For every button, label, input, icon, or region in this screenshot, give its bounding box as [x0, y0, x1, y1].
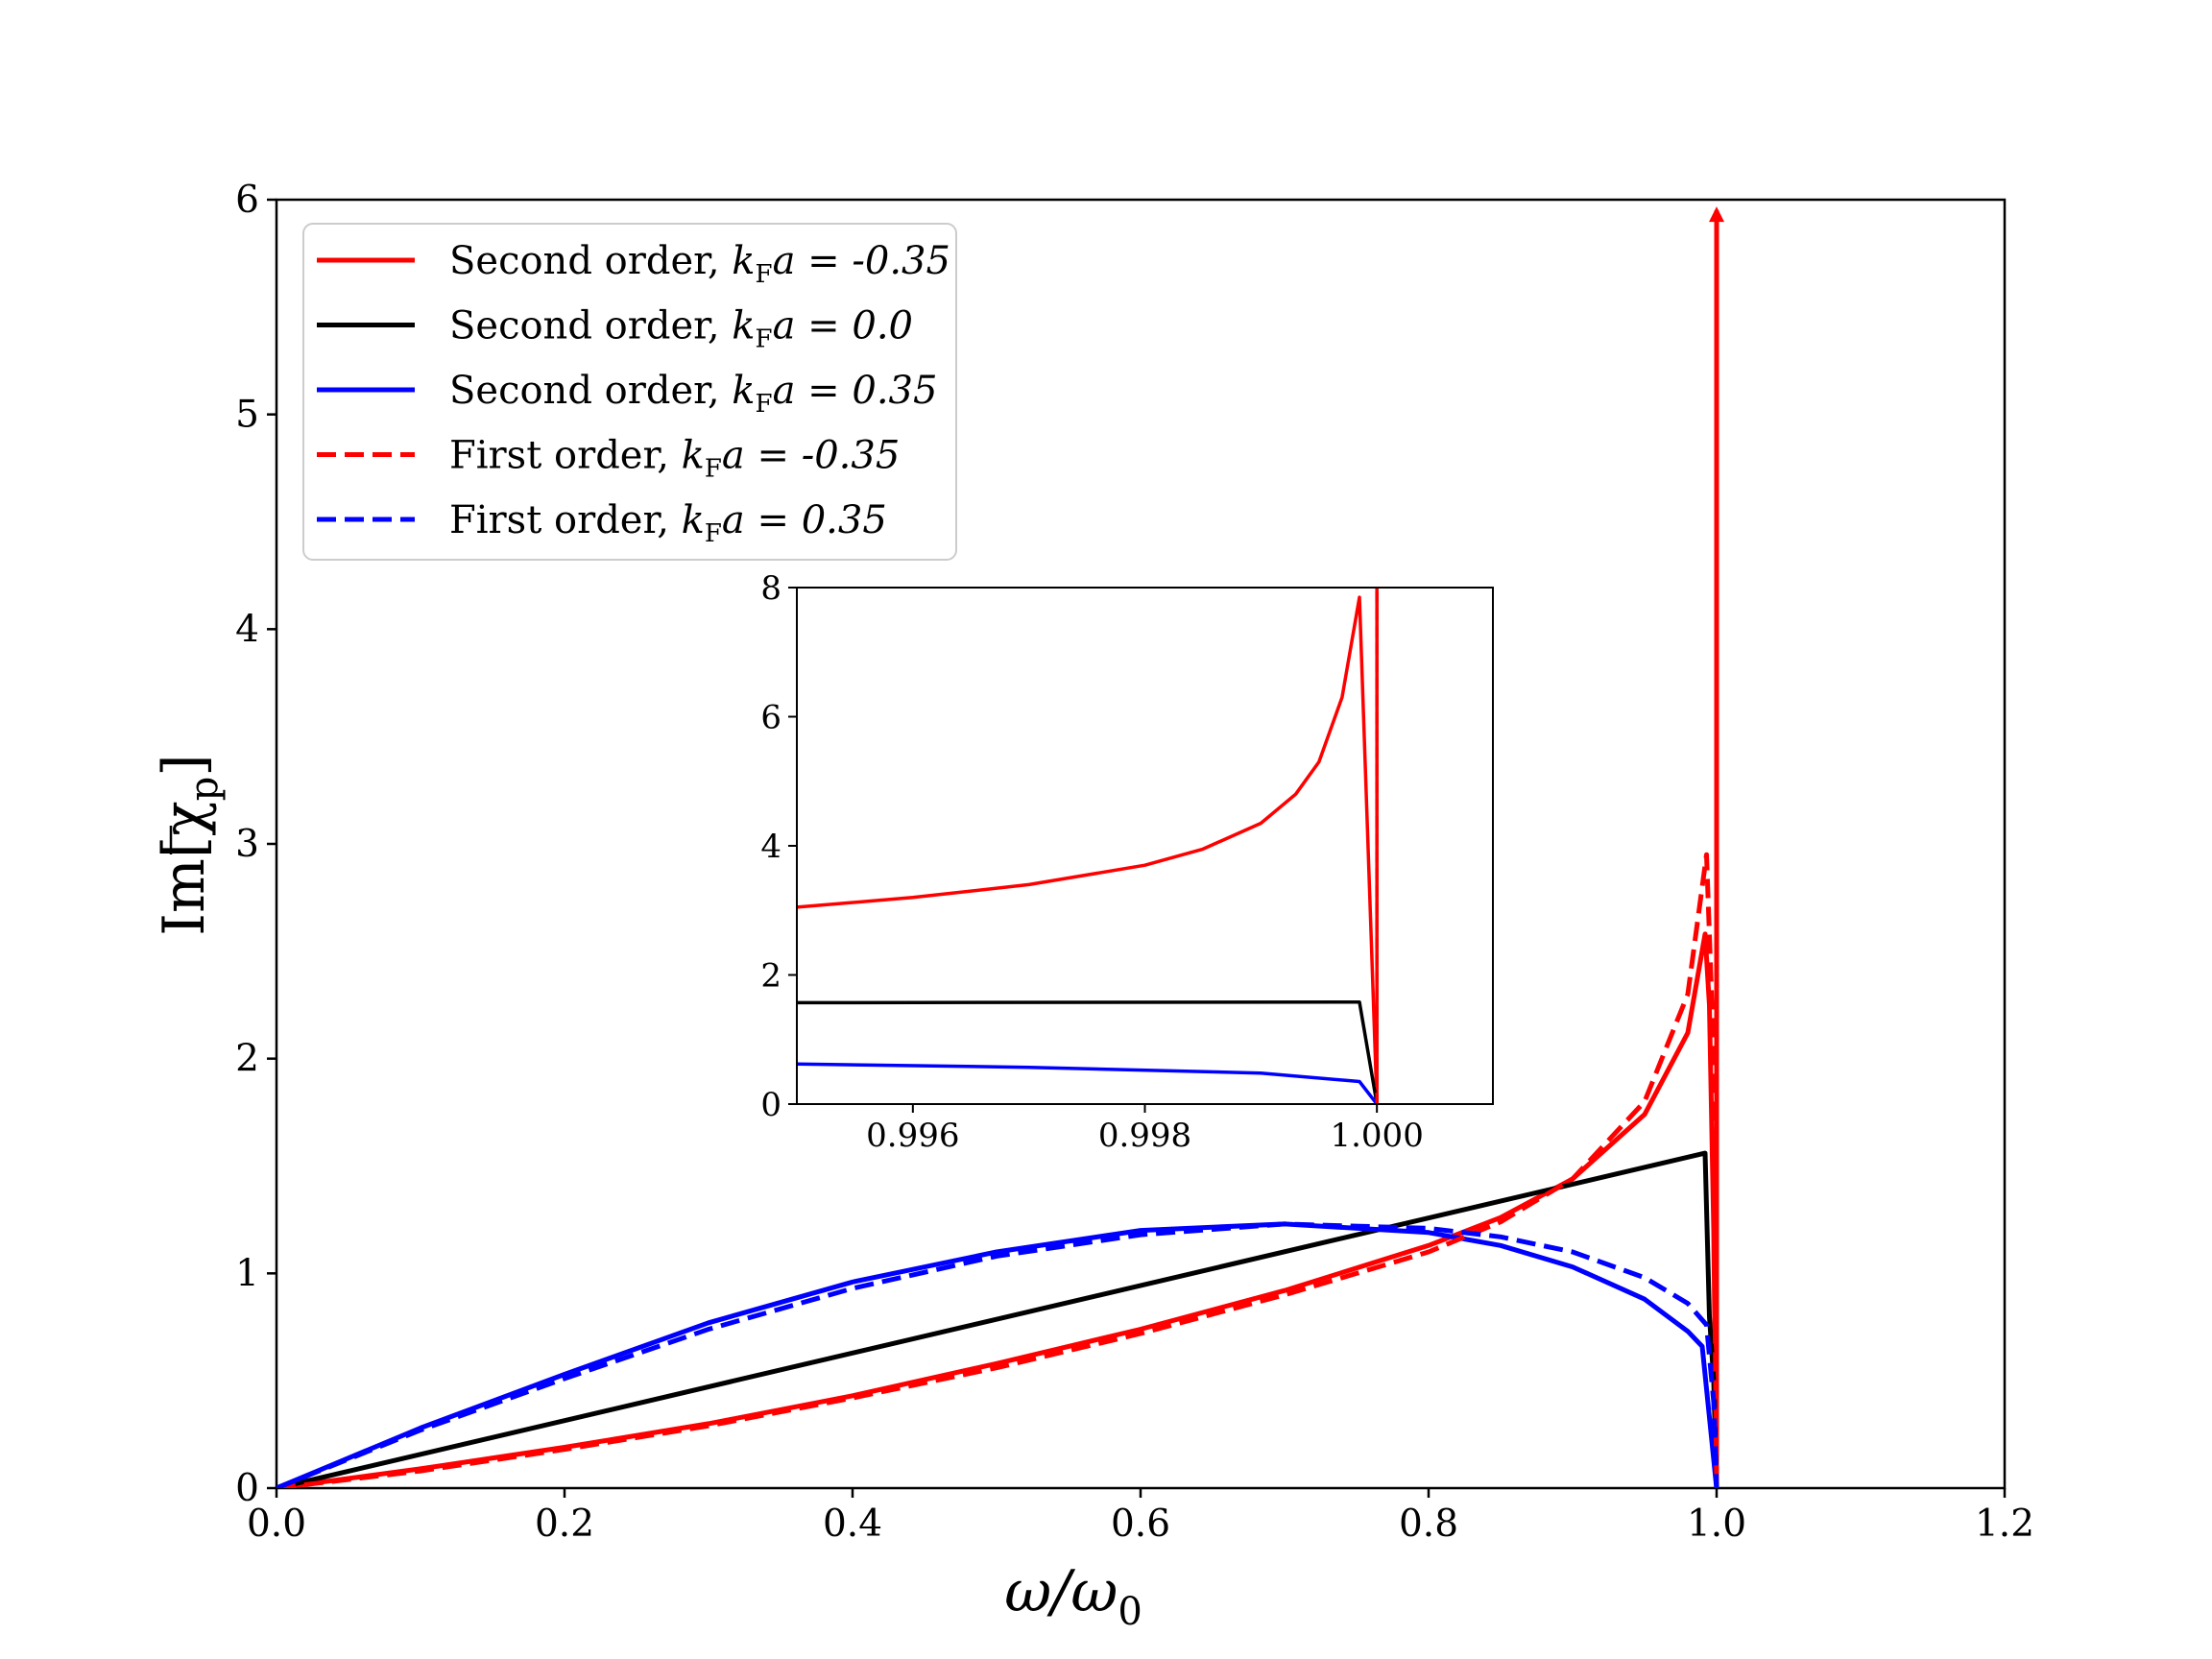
- main-x-ticks: 0.0 0.2 0.4 0.6 0.8 1.0 1.2: [247, 1488, 2034, 1546]
- inset-background: [797, 588, 1493, 1104]
- legend-label-1: Second order, kFa = 0.0: [449, 304, 913, 354]
- legend-label-tail: a = 0.35: [722, 498, 887, 542]
- x-axis-label: ω/ω0: [1004, 1558, 1142, 1634]
- legend-box: [302, 223, 957, 561]
- inset-x-tick-label: 1.000: [1330, 1117, 1423, 1155]
- inset-y-tick-label: 8: [760, 569, 781, 608]
- legend-label-k: k: [682, 434, 705, 478]
- legend-label-text: First order,: [449, 498, 682, 542]
- legend-label-text: Second order,: [449, 239, 732, 283]
- arrowhead-mark: [1709, 206, 1724, 223]
- legend-label-k: k: [682, 498, 705, 542]
- y-tick-label: 5: [235, 394, 259, 437]
- y-axis-label: Im[χp]: [151, 754, 227, 935]
- legend-label-text: Second order,: [449, 304, 732, 349]
- legend-label-sub: F: [705, 519, 722, 548]
- inset-x-ticks: 0.996 0.998 1.000: [866, 1104, 1424, 1155]
- legend-label-4: First order, kFa = 0.35: [449, 498, 887, 548]
- y-tick-label: 0: [235, 1467, 259, 1510]
- legend-label-tail: a = 0.0: [773, 304, 913, 349]
- main-series-group: [276, 210, 1719, 1488]
- y-tick-label: 2: [235, 1038, 259, 1081]
- inset-series-group: [797, 588, 1379, 1104]
- x-tick-label: 0.6: [1111, 1503, 1170, 1546]
- y-axis-label-close: ]: [151, 754, 218, 776]
- x-tick-label: 0.0: [247, 1503, 306, 1546]
- series-line-2: [276, 1221, 1719, 1488]
- y-axis-label-sub: p: [182, 777, 227, 802]
- inset-x-tick-label: 0.996: [866, 1117, 959, 1155]
- x-axis-label-main: ω/ω: [1004, 1558, 1118, 1625]
- legend-label-text: First order,: [449, 434, 682, 478]
- series-line-1: [276, 1150, 1719, 1488]
- inset-y-ticks: 0 2 4 6 8: [760, 569, 797, 1124]
- legend-label-sub: F: [705, 455, 722, 484]
- legend-label-k: k: [732, 239, 755, 283]
- x-tick-label: 0.8: [1399, 1503, 1458, 1546]
- y-axis-label-main: Im[χ: [151, 801, 218, 935]
- inset-series-line-2: [797, 1062, 1379, 1104]
- series-line-4: [276, 1221, 1719, 1488]
- y-tick-label: 3: [235, 823, 259, 866]
- legend-label-tail: a = -0.35: [722, 434, 900, 478]
- legend-label-sub: F: [756, 390, 773, 419]
- legend-label-k: k: [732, 304, 755, 349]
- inset-series-line-1: [797, 999, 1379, 1104]
- inset-y-tick-label: 4: [760, 828, 781, 866]
- legend-label-sub: F: [756, 260, 773, 289]
- x-axis-label-sub: 0: [1118, 1590, 1142, 1634]
- x-tick-label: 1.2: [1975, 1503, 2034, 1546]
- delta-peak-arrowhead: [1709, 206, 1724, 223]
- y-tick-label: 4: [235, 608, 259, 651]
- inset-y-tick-label: 2: [760, 957, 781, 996]
- legend-label-tail: a = 0.35: [773, 369, 938, 413]
- legend-label-k: k: [732, 369, 755, 413]
- inset-y-tick-label: 0: [760, 1086, 781, 1124]
- legend-label-2: Second order, kFa = 0.35: [449, 369, 937, 419]
- y-tick-label: 6: [235, 179, 259, 222]
- legend-label-sub: F: [756, 325, 773, 354]
- main-y-ticks: 0 1 2 3 4 5 6: [235, 179, 276, 1510]
- legend-label-0: Second order, kFa = -0.35: [449, 239, 950, 289]
- y-tick-label: 1: [235, 1252, 259, 1295]
- x-tick-label: 1.0: [1687, 1503, 1746, 1546]
- inset-series-line-0: [797, 588, 1379, 1104]
- x-tick-label: 0.4: [823, 1503, 882, 1546]
- inset-y-tick-label: 6: [760, 699, 781, 737]
- series-line-3: [276, 852, 1719, 1488]
- x-tick-label: 0.2: [535, 1503, 594, 1546]
- legend-label-3: First order, kFa = -0.35: [449, 434, 900, 484]
- inset-x-tick-label: 0.998: [1098, 1117, 1191, 1155]
- legend-label-tail: a = -0.35: [773, 239, 950, 283]
- legend-label-text: Second order,: [449, 369, 732, 413]
